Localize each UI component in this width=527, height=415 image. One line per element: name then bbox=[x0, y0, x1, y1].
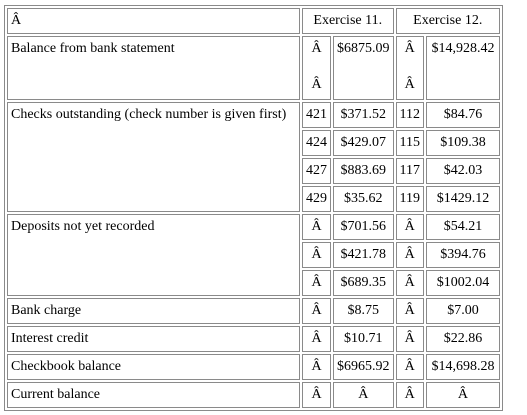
current-marker-ex11: Â bbox=[302, 382, 331, 408]
checkbook-balance-row: Checkbook balance Â $6965.92 Â $14,698.2… bbox=[7, 354, 500, 380]
deposit-marker-ex12: Â bbox=[395, 270, 424, 296]
deposit-row: Deposits not yet recorded Â $701.56 Â $5… bbox=[7, 214, 500, 296]
check-amount-ex12: $42.03 bbox=[425, 158, 500, 184]
current-balance-ex11: Â bbox=[333, 382, 394, 408]
check-row: 424 $429.07 115 $109.38 bbox=[7, 130, 500, 156]
bank-charge-marker-ex11: Â bbox=[302, 298, 331, 324]
balance-ex12-marker-2: Â bbox=[404, 77, 415, 92]
deposit-row: Â $421.78 Â $394.76 bbox=[7, 242, 500, 268]
balance-ex12-marker-cell: Â Â bbox=[395, 36, 424, 100]
interest-marker-ex11: Â bbox=[302, 326, 331, 352]
deposit-amount-ex12: $54.21 bbox=[425, 214, 500, 240]
interest-label: Interest credit bbox=[7, 326, 300, 352]
deposit-marker-ex12: Â bbox=[395, 214, 424, 240]
interest-marker-ex12: Â bbox=[395, 326, 424, 352]
balance-ex11-marker: Â bbox=[311, 41, 322, 56]
check-number-ex11: 429 bbox=[302, 186, 331, 212]
check-amount-ex12: $109.38 bbox=[425, 130, 500, 156]
check-row: Checks outstanding (check number is give… bbox=[7, 102, 500, 212]
current-balance-ex12: Â bbox=[425, 382, 500, 408]
current-balance-label: Current balance bbox=[7, 382, 300, 408]
balance-label: Balance from bank statement bbox=[7, 36, 300, 100]
interest-ex11: $10.71 bbox=[333, 326, 394, 352]
deposit-marker-ex11: Â bbox=[302, 214, 331, 240]
balance-ex12-marker: Â bbox=[404, 41, 415, 56]
checks-label: Checks outstanding (check number is give… bbox=[7, 102, 300, 212]
deposit-amount-ex12: $394.76 bbox=[425, 242, 500, 268]
deposit-amount-ex11: $689.35 bbox=[333, 270, 394, 296]
deposit-marker-ex12: Â bbox=[395, 242, 424, 268]
interest-row: Interest credit Â $10.71 Â $22.86 bbox=[7, 326, 500, 352]
check-number-ex12: 119 bbox=[395, 186, 424, 212]
reconciliation-table: Â Exercise 11. Exercise 12. Balance from… bbox=[4, 5, 503, 411]
deposit-amount-ex11: $421.78 bbox=[333, 242, 394, 268]
deposit-row: Â $689.35 Â $1002.04 bbox=[7, 270, 500, 296]
current-marker-ex12: Â bbox=[395, 382, 424, 408]
check-number-ex11: 424 bbox=[302, 130, 331, 156]
deposits-label: Deposits not yet recorded bbox=[7, 214, 300, 296]
check-amount-ex11: $883.69 bbox=[333, 158, 394, 184]
check-number-ex11: 421 bbox=[302, 102, 331, 128]
check-row: 427 $883.69 117 $42.03 bbox=[7, 158, 500, 184]
balance-ex12-value: $14,928.42 bbox=[425, 36, 500, 100]
check-amount-ex12: $84.76 bbox=[425, 102, 500, 128]
header-corner-cell: Â bbox=[7, 8, 300, 34]
checkbook-balance-label: Checkbook balance bbox=[7, 354, 300, 380]
checkbook-balance-ex11: $6965.92 bbox=[333, 354, 394, 380]
interest-ex12: $22.86 bbox=[425, 326, 500, 352]
checkbook-marker-ex12: Â bbox=[395, 354, 424, 380]
checkbook-marker-ex11: Â bbox=[302, 354, 331, 380]
deposit-amount-ex12: $1002.04 bbox=[425, 270, 500, 296]
header-row: Â Exercise 11. Exercise 12. bbox=[7, 8, 500, 34]
balance-row: Balance from bank statement Â Â $6875.09… bbox=[7, 36, 500, 100]
exercise-12-header: Exercise 12. bbox=[395, 8, 500, 34]
balance-ex11-value: $6875.09 bbox=[333, 36, 394, 100]
exercise-11-header: Exercise 11. bbox=[302, 8, 394, 34]
check-amount-ex11: $371.52 bbox=[333, 102, 394, 128]
check-amount-ex11: $35.62 bbox=[333, 186, 394, 212]
bank-charge-row: Bank charge Â $8.75 Â $7.00 bbox=[7, 298, 500, 324]
balance-ex11-marker-2: Â bbox=[311, 77, 322, 92]
check-row: 429 $35.62 119 $1429.12 bbox=[7, 186, 500, 212]
check-amount-ex12: $1429.12 bbox=[425, 186, 500, 212]
check-number-ex11: 427 bbox=[302, 158, 331, 184]
check-amount-ex11: $429.07 bbox=[333, 130, 394, 156]
bank-charge-marker-ex12: Â bbox=[395, 298, 424, 324]
bank-charge-label: Bank charge bbox=[7, 298, 300, 324]
bank-charge-ex12: $7.00 bbox=[425, 298, 500, 324]
checkbook-balance-ex12: $14,698.28 bbox=[425, 354, 500, 380]
deposit-marker-ex11: Â bbox=[302, 242, 331, 268]
check-number-ex12: 117 bbox=[395, 158, 424, 184]
current-balance-row: Current balance Â Â Â Â bbox=[7, 382, 500, 408]
deposit-amount-ex11: $701.56 bbox=[333, 214, 394, 240]
balance-ex11-marker-cell: Â Â bbox=[302, 36, 331, 100]
check-number-ex12: 115 bbox=[395, 130, 424, 156]
deposit-marker-ex11: Â bbox=[302, 270, 331, 296]
check-number-ex12: 112 bbox=[395, 102, 424, 128]
bank-charge-ex11: $8.75 bbox=[333, 298, 394, 324]
